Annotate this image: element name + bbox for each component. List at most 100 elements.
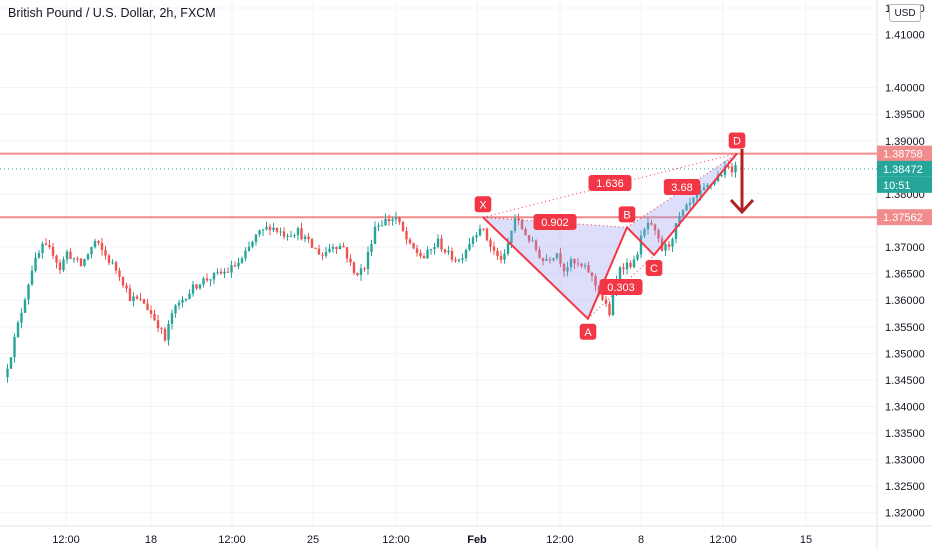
candle-body xyxy=(247,246,251,251)
candle-body xyxy=(184,299,188,301)
candle-body xyxy=(429,249,433,251)
candle-body xyxy=(76,258,79,260)
price-tick-label: 1.32000 xyxy=(885,508,925,520)
candle-body xyxy=(321,254,324,256)
candle-body xyxy=(30,270,34,285)
candle-body xyxy=(324,251,328,256)
price-tick-label: 1.32500 xyxy=(885,481,925,493)
down-arrow-head xyxy=(729,198,755,215)
candle-body xyxy=(331,246,335,249)
candle-body xyxy=(303,236,307,240)
candle-body xyxy=(307,236,310,240)
price-tick-label: 1.36000 xyxy=(885,295,925,307)
pattern-point-label-bg xyxy=(618,206,636,223)
candles xyxy=(6,160,737,383)
candle-body xyxy=(125,285,128,289)
candle-body xyxy=(114,262,118,271)
pattern-point-label-text: A xyxy=(584,327,592,339)
candle-body xyxy=(674,223,678,239)
time-tick-label: 12:00 xyxy=(546,534,574,546)
candle-body xyxy=(293,235,296,237)
candle-body xyxy=(636,254,639,260)
time-axis: 12:00 18 12:00 25 12:00 Feb 12:00 8 12:00 15 xyxy=(52,534,812,546)
candle-body xyxy=(237,262,240,267)
candle-body xyxy=(335,246,338,249)
price-tick-label: 1.41000 xyxy=(885,30,925,42)
pattern-ratio-line xyxy=(587,254,655,320)
candle-body xyxy=(650,222,653,225)
candle-body xyxy=(629,262,632,268)
candle-body xyxy=(625,262,629,270)
candle-body xyxy=(426,249,429,259)
pattern-point-label-text: B xyxy=(623,209,630,221)
candle-body xyxy=(9,357,13,369)
candle-body xyxy=(209,279,212,281)
pattern-point-label-bg xyxy=(579,323,597,340)
pattern-ratio-label-text: 1.636 xyxy=(596,178,624,190)
candle-body xyxy=(363,268,366,270)
pattern-ratio-label: 0.303 xyxy=(599,279,643,295)
candle-body xyxy=(135,296,139,299)
candle-body xyxy=(13,336,16,358)
candle-body xyxy=(685,204,688,211)
candle-body xyxy=(310,239,314,248)
candle-body xyxy=(681,210,685,216)
candle-body xyxy=(48,245,51,248)
price-tick-label: 1.40000 xyxy=(885,83,925,95)
pattern-point-label: A xyxy=(579,323,597,340)
candle-body xyxy=(576,263,580,265)
candle-body xyxy=(16,322,20,337)
candle-body xyxy=(205,278,209,281)
candle-body xyxy=(41,243,44,254)
candle-body xyxy=(618,267,622,281)
candle-body xyxy=(478,228,482,236)
candle-body xyxy=(541,258,545,261)
candle-body xyxy=(65,251,69,260)
candle-body xyxy=(121,276,125,286)
candle-body xyxy=(384,218,387,226)
time-tick-label: 15 xyxy=(800,534,812,546)
price-tick-label: 1.37000 xyxy=(885,242,925,254)
price-tick-label: 1.39000 xyxy=(885,136,925,148)
countdown-badge-text: 10:51 xyxy=(883,180,911,192)
candle-body xyxy=(338,246,342,249)
time-tick-label: 12:00 xyxy=(709,534,737,546)
candle-body xyxy=(457,259,461,262)
candle-body xyxy=(405,230,408,240)
candle-body xyxy=(538,249,541,259)
currency-badge[interactable]: USD xyxy=(889,4,921,22)
level-price-badge-text: 1.37562 xyxy=(883,212,923,224)
candle-body xyxy=(34,257,37,271)
candle-body xyxy=(496,250,499,257)
candle-body xyxy=(230,265,233,273)
candle-body xyxy=(688,202,692,205)
pattern-fill xyxy=(627,153,737,256)
candle-body xyxy=(272,227,275,231)
pattern-ratio-label-bg xyxy=(533,214,577,230)
pattern-point-label: D xyxy=(728,132,746,149)
candle-body xyxy=(111,262,114,264)
pattern-point-label-text: D xyxy=(733,136,741,148)
candle-body xyxy=(377,225,380,227)
candle-body xyxy=(394,217,398,220)
time-tick-label: 25 xyxy=(307,534,319,546)
candle-body xyxy=(279,231,282,233)
candle-body xyxy=(450,250,454,260)
candle-body xyxy=(212,272,216,280)
pattern-ratio-label: 3.68 xyxy=(663,179,701,195)
candle-body xyxy=(370,243,373,252)
candle-body xyxy=(254,234,258,242)
candle-body xyxy=(415,248,419,253)
candle-body xyxy=(37,253,41,258)
candle-body xyxy=(664,244,667,251)
candle-body xyxy=(359,268,363,276)
pattern-point-label-text: C xyxy=(650,263,658,275)
candle-body xyxy=(587,265,590,273)
candle-body xyxy=(286,235,289,237)
candle-body xyxy=(482,228,485,230)
candle-body xyxy=(611,294,615,315)
candle-body xyxy=(20,312,23,323)
candle-body xyxy=(671,238,674,247)
level-price-badge: 1.37562 xyxy=(877,209,932,226)
